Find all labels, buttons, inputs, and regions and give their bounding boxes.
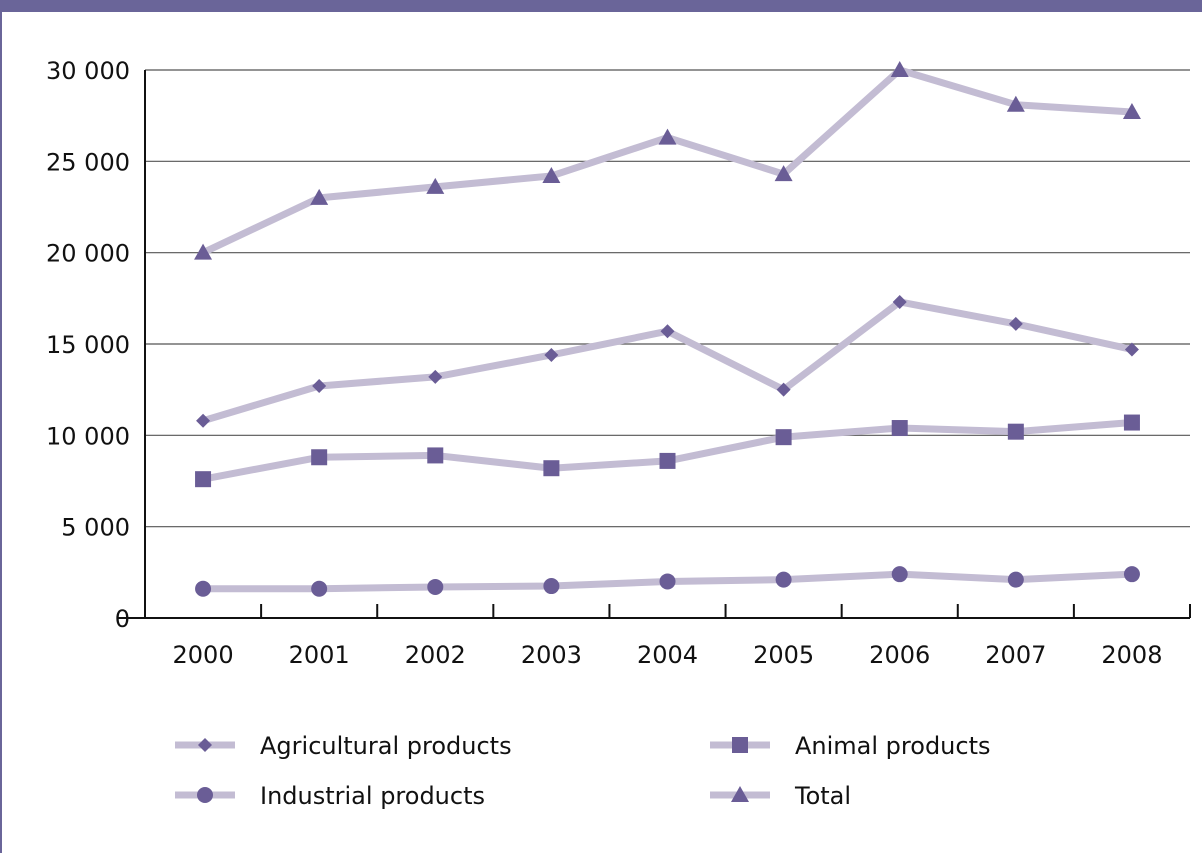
x-tick-label: 2008: [1101, 641, 1162, 669]
legend-label: Industrial products: [260, 782, 485, 810]
x-tick-label: 2001: [289, 641, 350, 669]
data-point: [1006, 95, 1025, 112]
data-point: [196, 413, 211, 428]
data-point: [311, 580, 328, 597]
data-point: [1123, 414, 1140, 431]
legend-marker: [198, 738, 212, 752]
data-point: [776, 382, 791, 397]
series-line: [199, 419, 1136, 483]
y-tick-label: 5 000: [61, 514, 130, 542]
data-point: [426, 177, 445, 194]
y-tick-label: 20 000: [46, 240, 130, 268]
header-band: [0, 0, 1202, 12]
data-point: [427, 447, 444, 464]
data-point: [312, 379, 327, 394]
legend-label: Agricultural products: [260, 732, 512, 760]
data-point: [195, 471, 212, 488]
data-point: [543, 578, 560, 595]
legend-label: Animal products: [795, 732, 991, 760]
y-tick-label: 10 000: [46, 422, 130, 450]
data-point: [1124, 342, 1139, 357]
x-tick-label: 2002: [405, 641, 466, 669]
data-point: [544, 347, 559, 362]
y-tick-label: 25 000: [46, 148, 130, 176]
x-tick-label: 2005: [753, 641, 814, 669]
data-point: [659, 573, 676, 590]
data-point: [774, 165, 793, 182]
legend-marker: [731, 786, 749, 802]
data-point: [311, 449, 328, 466]
data-point: [660, 324, 675, 339]
y-tick-label: 30 000: [46, 57, 130, 85]
gridlines: [145, 69, 1190, 528]
data-point: [775, 571, 792, 588]
x-tick-label: 2000: [173, 641, 234, 669]
data-point: [310, 188, 329, 205]
series-line: [199, 298, 1136, 425]
legend-marker: [197, 787, 213, 803]
data-point: [658, 128, 677, 145]
data-point: [659, 452, 676, 469]
x-axis-tick-labels: 2000 2001 2002 2003 2004 2005 2006 2007 2008: [173, 641, 1163, 669]
legend: Agricultural products Animal products Indu…: [175, 732, 991, 810]
data-point: [428, 369, 443, 384]
data-point: [427, 578, 444, 595]
x-tick-label: 2007: [985, 641, 1046, 669]
data-point: [543, 460, 560, 477]
series-markers: [194, 61, 1141, 597]
axes: [118, 70, 1191, 619]
x-tick-label: 2004: [637, 641, 698, 669]
data-point: [1008, 316, 1023, 331]
data-point: [890, 61, 909, 77]
data-point: [891, 420, 908, 437]
data-point: [1007, 571, 1024, 588]
data-point: [891, 566, 908, 583]
x-tick-label: 2006: [869, 641, 930, 669]
legend-label: Total: [794, 782, 851, 810]
data-point: [195, 580, 212, 597]
data-point: [194, 243, 213, 260]
data-point: [892, 294, 907, 309]
y-tick-label: 0: [115, 605, 130, 633]
y-tick-label: 15 000: [46, 331, 130, 359]
data-point: [1007, 423, 1024, 440]
y-axis-tick-labels: 0 5 000 10 000 15 000 20 000 25 000 30 000: [46, 57, 130, 633]
data-point: [775, 429, 792, 446]
legend-marker: [732, 737, 748, 753]
x-tick-label: 2003: [521, 641, 582, 669]
data-point: [1123, 566, 1140, 583]
data-point: [1122, 103, 1141, 120]
data-point: [542, 166, 561, 183]
